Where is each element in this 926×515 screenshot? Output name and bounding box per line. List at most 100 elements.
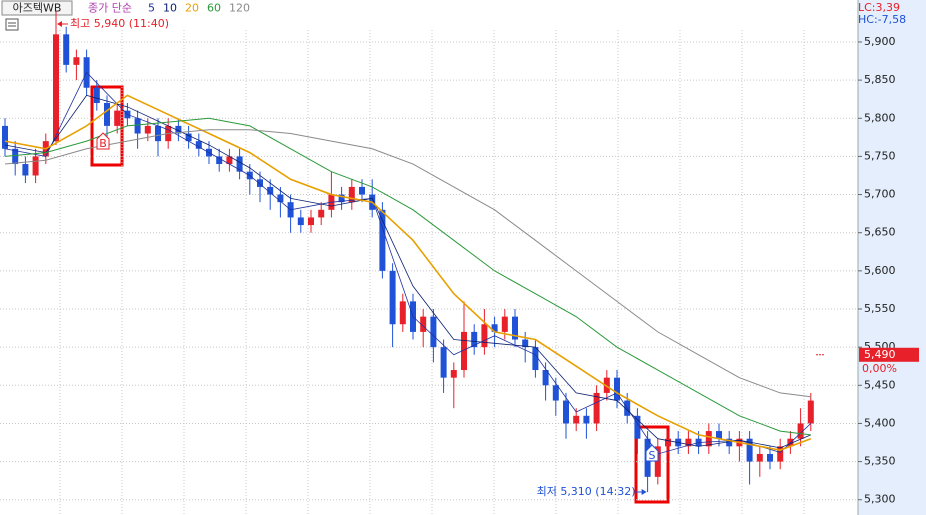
candle-body <box>399 301 406 325</box>
high-note: 최고 5,940 (11:40) <box>70 17 169 30</box>
candle-body <box>705 431 712 447</box>
candle-body <box>257 179 263 187</box>
ma-line <box>4 71 812 455</box>
signal-label: B <box>99 137 107 150</box>
candle-body <box>583 415 590 424</box>
candle-body <box>389 270 396 325</box>
candle-body <box>552 385 559 401</box>
ma-line <box>4 94 811 449</box>
icon[interactable] <box>5 18 19 31</box>
y-tick-label: 5,600 <box>864 264 896 277</box>
candle-body <box>756 453 763 462</box>
candle-body <box>522 339 529 348</box>
candle-body <box>114 110 121 126</box>
candle-body <box>614 377 620 401</box>
candle-body <box>491 324 498 332</box>
y-tick-label: 5,700 <box>864 188 896 201</box>
candle-body <box>634 415 641 439</box>
candle-body <box>277 194 284 203</box>
candle-body <box>144 125 151 134</box>
legend-entry: 10 <box>163 2 177 15</box>
candle-body <box>318 209 325 218</box>
candle-body <box>542 370 549 386</box>
candle-body <box>746 438 753 462</box>
candle-body <box>481 324 488 348</box>
ma-label: 종가 단순 <box>88 2 132 15</box>
price-axis-bg <box>858 0 926 515</box>
signal-marker <box>96 132 110 150</box>
candle-body <box>226 156 233 165</box>
candle-body <box>716 431 722 439</box>
y-tick-label: 5,900 <box>864 35 896 48</box>
y-tick-label: 5,750 <box>864 149 896 162</box>
candle-body <box>593 392 600 424</box>
low-arrowhead <box>641 489 647 495</box>
legend-entry: 120 <box>229 2 250 15</box>
candle-body <box>12 148 19 165</box>
legend-entry: 20 <box>185 2 199 15</box>
candle-body <box>532 347 539 371</box>
candle-body <box>297 217 304 226</box>
candle-body <box>93 87 100 103</box>
candle-body <box>216 156 223 165</box>
ma-line <box>4 94 812 451</box>
y-tick-label: 5,300 <box>864 493 896 506</box>
candle-body <box>379 209 386 271</box>
candle-body <box>32 156 39 176</box>
candle-body <box>195 141 202 149</box>
candle-body <box>807 400 814 424</box>
candle-body <box>155 125 161 142</box>
candle-body <box>359 186 365 195</box>
y-tick-label: 5,400 <box>864 416 896 429</box>
low-note: 최저 5,310 (14:32) <box>537 485 636 498</box>
ma-line <box>4 129 811 398</box>
candle-body <box>63 34 70 65</box>
candle-body <box>308 217 314 226</box>
y-tick-label: 5,650 <box>864 226 896 239</box>
candle-body <box>685 438 692 447</box>
candle-body <box>2 125 8 149</box>
candle-body <box>185 133 192 142</box>
candle-body <box>471 331 478 348</box>
candle-body <box>450 370 457 378</box>
signal-label: S <box>649 449 656 462</box>
candle-body <box>665 438 671 447</box>
lc: LC:3,39 <box>858 1 900 14</box>
candle-body <box>430 316 437 348</box>
y-tick-label: 5,550 <box>864 302 896 315</box>
candle-body <box>440 347 447 378</box>
candle-body <box>767 453 773 462</box>
candle-body <box>797 423 804 439</box>
candle-body <box>267 186 274 195</box>
instrument: 아즈텍WB <box>13 2 62 15</box>
y-tick-label: 5,350 <box>864 455 896 468</box>
candle-body <box>654 446 661 477</box>
signal-marker <box>645 444 659 462</box>
candle-body <box>420 316 427 332</box>
legend-entry: 5 <box>148 2 155 15</box>
candle-body <box>461 331 467 371</box>
candle-body <box>104 103 110 126</box>
candle-body <box>563 400 569 424</box>
candle-body <box>236 156 243 172</box>
hc: HC:-7,58 <box>858 13 906 26</box>
candle-body <box>348 186 355 203</box>
last-price-box <box>859 347 919 362</box>
candle-body <box>338 194 345 203</box>
signal-box <box>634 425 670 504</box>
ma-line <box>4 117 811 436</box>
candle-body <box>501 316 508 332</box>
candle-body <box>777 446 784 462</box>
candle-body <box>53 34 59 142</box>
candle-body <box>175 125 182 134</box>
last-price: 5,490 <box>864 348 896 361</box>
candle-body <box>512 316 518 340</box>
high-arrowhead <box>57 21 62 27</box>
candle-body <box>726 438 733 447</box>
candle-body <box>573 415 580 424</box>
y-tick-label: 5,800 <box>864 111 896 124</box>
candle-body <box>73 57 80 65</box>
instrument-box[interactable] <box>1 0 73 16</box>
